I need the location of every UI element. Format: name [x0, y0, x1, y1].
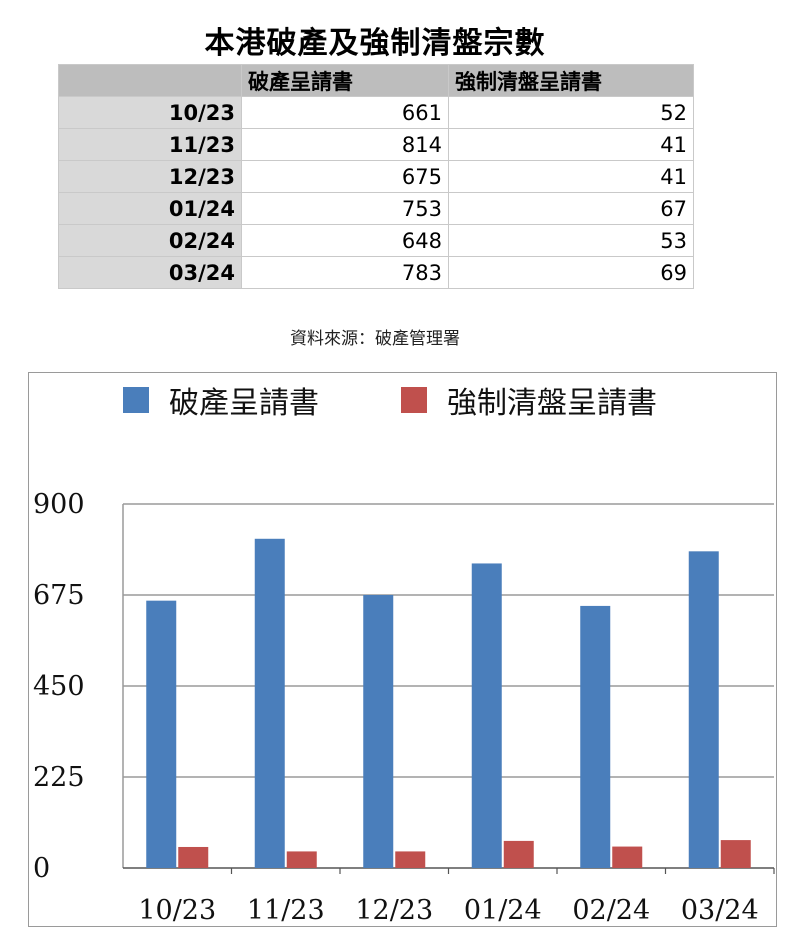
column-header-winding-up: 強制清盤呈請書	[448, 64, 694, 97]
row-label: 10/23	[58, 96, 242, 129]
legend-swatch-bankruptcy	[123, 387, 149, 413]
bankruptcy-bar	[254, 538, 285, 868]
y-tick-label: 225	[33, 762, 85, 793]
winding-up-cell: 67	[448, 192, 694, 225]
y-tick-label: 0	[33, 853, 50, 884]
winding-up-bar	[395, 851, 426, 868]
bankruptcy-cell: 661	[241, 96, 449, 129]
bankruptcy-cell: 783	[241, 256, 449, 289]
table-header-row: 破產呈請書 強制清盤呈請書	[58, 64, 694, 97]
winding-up-bar	[503, 840, 534, 868]
table-row: 03/24 783 69	[58, 256, 694, 289]
winding-up-cell: 52	[448, 96, 694, 129]
chart-frame: 0 225 450 675 900 10/23 11/23 12/23 01/24 02/24 03…	[28, 372, 777, 927]
bankruptcy-cell: 753	[241, 192, 449, 225]
winding-up-bar	[612, 846, 643, 868]
bankruptcy-bar	[363, 595, 394, 868]
legend-label-bankruptcy: 破產呈請書	[169, 386, 319, 421]
y-tick-label: 900	[33, 489, 85, 520]
table-row: 12/23 675 41	[58, 160, 694, 193]
source-note: 資料來源：破產管理署	[290, 329, 460, 349]
bankruptcy-cell: 675	[241, 160, 449, 193]
table-row: 02/24 648 53	[58, 224, 694, 257]
winding-up-cell: 41	[448, 128, 694, 161]
bankruptcy-cell: 648	[241, 224, 449, 257]
row-label: 11/23	[58, 128, 242, 161]
winding-up-bar	[720, 840, 751, 868]
y-tick-label: 450	[33, 671, 85, 702]
row-label: 01/24	[58, 192, 242, 225]
legend-swatch-winding-up	[401, 387, 427, 413]
row-label: 03/24	[58, 256, 242, 289]
column-header-bankruptcy: 破產呈請書	[241, 64, 449, 97]
winding-up-bar	[286, 851, 317, 868]
x-tick-label: 02/24	[572, 895, 650, 926]
data-table: 破產呈請書 強制清盤呈請書 10/23 661 52 11/23 814 41 …	[58, 64, 694, 289]
x-tick-label: 03/24	[681, 895, 759, 926]
page-title: 本港破產及強制清盤宗數	[204, 26, 546, 61]
bankruptcy-bar	[471, 563, 502, 868]
bar-chart: 0 225 450 675 900 10/23 11/23 12/23 01/24 02/24 03…	[33, 386, 775, 926]
x-tick-label: 10/23	[138, 895, 216, 926]
table-row: 01/24 753 67	[58, 192, 694, 225]
bankruptcy-cell: 814	[241, 128, 449, 161]
winding-up-cell: 69	[448, 256, 694, 289]
legend-label-winding-up: 強制清盤呈請書	[447, 386, 657, 421]
x-tick-label: 12/23	[355, 895, 433, 926]
bankruptcy-bar	[146, 600, 177, 868]
row-label: 02/24	[58, 224, 242, 257]
winding-up-cell: 53	[448, 224, 694, 257]
row-label: 12/23	[58, 160, 242, 193]
bankruptcy-bar	[580, 605, 611, 868]
winding-up-cell: 41	[448, 160, 694, 193]
table-row: 11/23 814 41	[58, 128, 694, 161]
table-corner-cell	[58, 64, 242, 97]
x-tick-label: 11/23	[247, 895, 325, 926]
bankruptcy-bar	[688, 551, 719, 868]
table-row: 10/23 661 52	[58, 96, 694, 129]
x-tick-label: 01/24	[464, 895, 542, 926]
winding-up-bar	[178, 846, 209, 868]
y-tick-label: 675	[33, 580, 85, 611]
